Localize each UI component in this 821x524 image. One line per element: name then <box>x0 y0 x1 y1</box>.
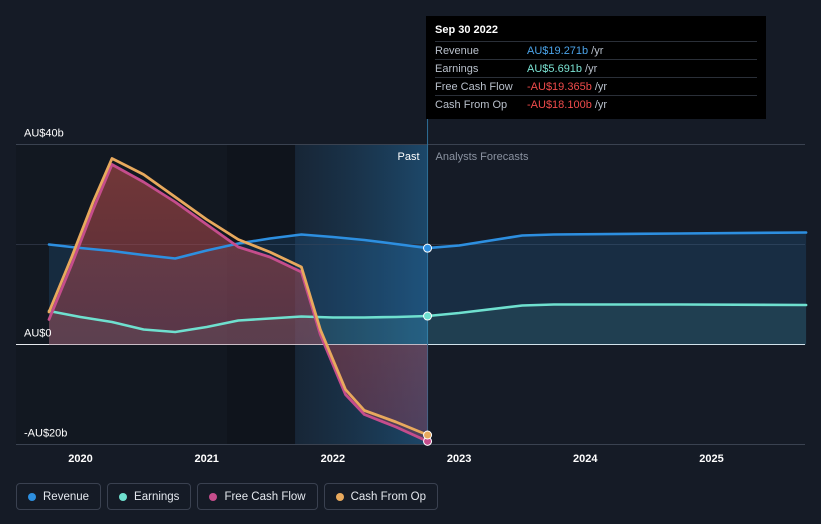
tooltip-row-cash-from-op: Cash From Op -AU$18.100b /yr <box>435 95 757 113</box>
tooltip-row-free-cash-flow: Free Cash Flow -AU$19.365b /yr <box>435 77 757 95</box>
past-label: Past <box>398 151 420 163</box>
legend-item-cash-from-op[interactable]: Cash From Op <box>323 483 439 510</box>
tooltip-label: Cash From Op <box>435 98 508 111</box>
revenue-marker <box>423 243 433 253</box>
legend-item-revenue[interactable]: Revenue <box>16 483 102 510</box>
legend-dot-icon <box>209 492 218 501</box>
x-tick-label: 2021 <box>194 453 218 465</box>
y-tick-label: -AU$20b <box>24 428 67 440</box>
tooltip-value: -AU$18.100b <box>527 98 592 111</box>
legend-label: Cash From Op <box>350 490 427 503</box>
free-cash-flow-area <box>49 164 428 442</box>
free-cash-flow-line <box>47 163 429 443</box>
tooltip-value: -AU$19.365b <box>527 80 592 93</box>
tooltip-label: Revenue <box>435 44 480 57</box>
y-tick-label: AU$40b <box>24 128 64 140</box>
legend-item-earnings[interactable]: Earnings <box>107 483 192 510</box>
cash-from-op-marker <box>423 430 433 440</box>
legend: Revenue Earnings Free Cash Flow Cash Fro… <box>16 483 439 510</box>
legend-label: Earnings <box>134 490 180 503</box>
legend-label: Free Cash Flow <box>224 490 306 503</box>
tooltip-row-earnings: Earnings AU$5.691b /yr <box>435 59 757 77</box>
legend-dot-icon <box>28 492 36 501</box>
forecast-label: Analysts Forecasts <box>436 151 529 163</box>
tooltip-unit: /yr <box>585 62 598 75</box>
tooltip: Sep 30 2022 Revenue AU$19.271b /yr Earni… <box>426 16 766 119</box>
tooltip-date: Sep 30 2022 <box>435 24 498 36</box>
tooltip-label: Earnings <box>435 62 479 75</box>
tooltip-row-revenue: Revenue AU$19.271b /yr <box>435 41 757 59</box>
tooltip-unit: /yr <box>591 44 604 57</box>
y-tick-label: AU$0 <box>24 328 52 340</box>
legend-item-free-cash-flow[interactable]: Free Cash Flow <box>197 483 318 510</box>
legend-dot-icon <box>119 492 128 501</box>
legend-dot-icon <box>335 492 344 501</box>
x-tick-label: 2025 <box>699 453 723 465</box>
x-tick-label: 2024 <box>573 453 598 465</box>
revenue-line <box>47 231 808 260</box>
tooltip-value: AU$19.271b <box>527 44 589 57</box>
earnings-marker <box>423 311 433 321</box>
x-tick-label: 2023 <box>447 453 471 465</box>
tooltip-label: Free Cash Flow <box>435 80 513 93</box>
x-tick-label: 2022 <box>321 453 345 465</box>
tooltip-unit: /yr <box>594 98 608 111</box>
legend-label: Revenue <box>43 490 90 503</box>
tooltip-value: AU$5.691b <box>527 62 583 75</box>
cash-from-op-line <box>47 157 429 437</box>
tooltip-unit: /yr <box>594 80 608 93</box>
x-tick-label: 2020 <box>68 453 92 465</box>
